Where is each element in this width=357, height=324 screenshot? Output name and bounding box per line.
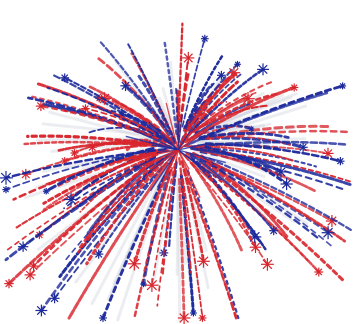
spark-star: [2, 186, 9, 193]
spark-star: [314, 268, 323, 277]
spark-star: [234, 61, 241, 68]
spark-star: [4, 279, 13, 288]
spark-star: [339, 82, 346, 89]
spark-star: [250, 241, 262, 253]
spark-star: [60, 73, 69, 82]
spark-star: [18, 242, 28, 252]
spark-star: [257, 63, 269, 75]
spark-star: [281, 178, 293, 190]
spark-star: [140, 281, 146, 287]
spark-star: [261, 258, 274, 271]
spark-star: [336, 157, 344, 165]
spark-star: [197, 255, 210, 268]
spark-star: [322, 226, 335, 239]
spark-star: [290, 84, 298, 92]
spark-star: [178, 312, 191, 324]
spark-star: [99, 314, 107, 322]
spark-star: [269, 226, 278, 235]
spark-star: [128, 257, 141, 270]
spark-star: [145, 278, 159, 292]
spark-star: [36, 101, 46, 111]
spark-streak: [181, 73, 189, 121]
spark-star: [199, 314, 207, 322]
spark-star: [120, 81, 131, 92]
spark-star: [248, 126, 254, 132]
spark-star: [217, 71, 226, 80]
spark-star: [201, 35, 209, 43]
spark-star: [182, 52, 194, 64]
spark-star: [298, 143, 307, 152]
spark-star: [0, 171, 13, 185]
core-streak: [178, 121, 179, 150]
spark-star: [35, 305, 47, 317]
spark-star: [50, 293, 60, 303]
spark-star: [190, 310, 197, 317]
spark-star: [275, 166, 287, 178]
